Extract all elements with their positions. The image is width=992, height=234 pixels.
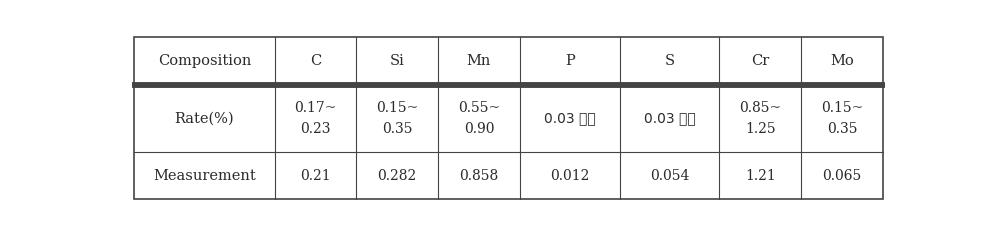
Text: Mo: Mo — [830, 54, 854, 68]
Text: 0.03 이하: 0.03 이하 — [644, 112, 695, 126]
Text: Cr: Cr — [751, 54, 770, 68]
Text: 0.054: 0.054 — [650, 168, 689, 183]
Text: 0.15~
0.35: 0.15~ 0.35 — [820, 101, 863, 136]
Text: Composition: Composition — [158, 54, 251, 68]
Text: 0.17~
0.23: 0.17~ 0.23 — [295, 101, 336, 136]
Text: Measurement: Measurement — [153, 168, 256, 183]
Text: 0.55~
0.90: 0.55~ 0.90 — [458, 101, 500, 136]
Text: 0.15~
0.35: 0.15~ 0.35 — [376, 101, 419, 136]
Text: Si: Si — [390, 54, 405, 68]
Text: 0.012: 0.012 — [550, 168, 589, 183]
Text: 0.21: 0.21 — [301, 168, 331, 183]
Text: 1.21: 1.21 — [745, 168, 776, 183]
Text: Rate(%): Rate(%) — [175, 112, 234, 126]
Text: Mn: Mn — [466, 54, 491, 68]
Text: C: C — [310, 54, 321, 68]
Text: 0.282: 0.282 — [378, 168, 417, 183]
Text: S: S — [665, 54, 675, 68]
Bar — [134, 37, 883, 199]
Text: 0.065: 0.065 — [822, 168, 861, 183]
Text: P: P — [564, 54, 574, 68]
Text: 0.858: 0.858 — [459, 168, 499, 183]
Text: 0.03 이하: 0.03 이하 — [544, 112, 595, 126]
Text: 0.85~
1.25: 0.85~ 1.25 — [739, 101, 782, 136]
